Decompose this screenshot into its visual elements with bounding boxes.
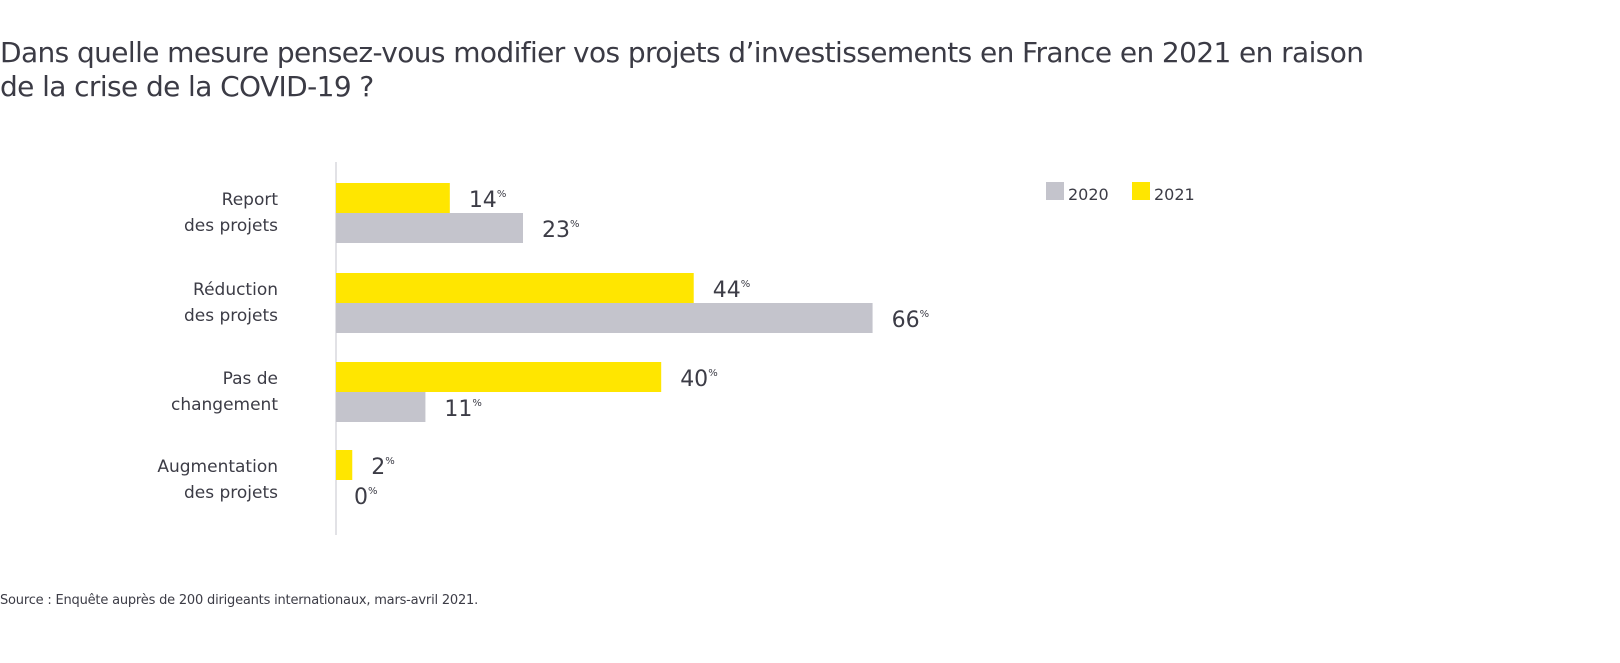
data-label-unit: %	[497, 189, 507, 200]
category-label-line: Pas de	[223, 369, 278, 389]
data-label-unit: %	[708, 368, 718, 379]
category-label-line: des projets	[184, 216, 278, 236]
legend-label-2020: 2020	[1068, 185, 1109, 204]
data-label-2021-2: 40%	[680, 367, 718, 392]
bar-2020-0	[336, 213, 523, 243]
legend-swatch-2021	[1132, 182, 1150, 200]
data-label-value: 0	[354, 485, 368, 510]
legend-swatch-2020	[1046, 182, 1064, 200]
chart-title-line-1: Dans quelle mesure pensez-vous modifier …	[0, 36, 1364, 69]
data-label-value: 11	[444, 397, 472, 422]
data-label-2020-1: 66%	[892, 308, 930, 333]
data-label-value: 14	[469, 188, 497, 213]
bar-2021-0	[336, 183, 450, 213]
category-label-line: Réduction	[193, 280, 278, 300]
source-note: Source : Enquête auprès de 200 dirigeant…	[0, 593, 479, 608]
data-label-2021-1: 44%	[713, 278, 751, 303]
data-label-value: 40	[680, 367, 708, 392]
bars-group	[336, 183, 873, 480]
chart-title-line-2: de la crise de la COVID-19 ?	[0, 70, 374, 103]
category-label-line: des projets	[184, 483, 278, 503]
bar-2020-2	[336, 392, 426, 422]
category-label: Report des projets	[184, 190, 278, 236]
chart-title: Dans quelle mesure pensez-vous modifier …	[0, 36, 1420, 104]
data-label-unit: %	[472, 398, 482, 409]
bar-2021-2	[336, 362, 662, 392]
bar-2021-1	[336, 273, 694, 303]
category-label-line: Augmentation	[157, 457, 278, 477]
data-label-unit: %	[741, 279, 751, 290]
category-label-line: Report	[222, 190, 279, 210]
bar-2020-1	[336, 303, 873, 333]
data-label-2020-3: 0%	[354, 485, 378, 510]
category-label-line: des projets	[184, 306, 278, 326]
data-label-unit: %	[570, 219, 580, 230]
data-label-value: 23	[542, 218, 570, 243]
data-label-2020-0: 23%	[542, 218, 580, 243]
data-label-value: 66	[892, 308, 920, 333]
category-label: Pas de changement	[171, 369, 278, 415]
data-label-unit: %	[920, 309, 930, 320]
data-label-unit: %	[368, 486, 378, 497]
legend: 2020 2021	[1046, 182, 1195, 204]
bar-2021-3	[336, 450, 353, 480]
category-label-line: changement	[171, 395, 278, 415]
category-label: Augmentation des projets	[157, 457, 278, 503]
data-label-value: 2	[371, 455, 385, 480]
category-label: Réduction des projets	[184, 280, 278, 326]
data-label-2021-3: 2%	[371, 455, 395, 480]
data-label-2020-2: 11%	[444, 397, 482, 422]
data-label-unit: %	[385, 456, 395, 467]
data-label-2021-0: 14%	[469, 188, 507, 213]
data-label-value: 44	[713, 278, 741, 303]
legend-label-2021: 2021	[1154, 185, 1195, 204]
